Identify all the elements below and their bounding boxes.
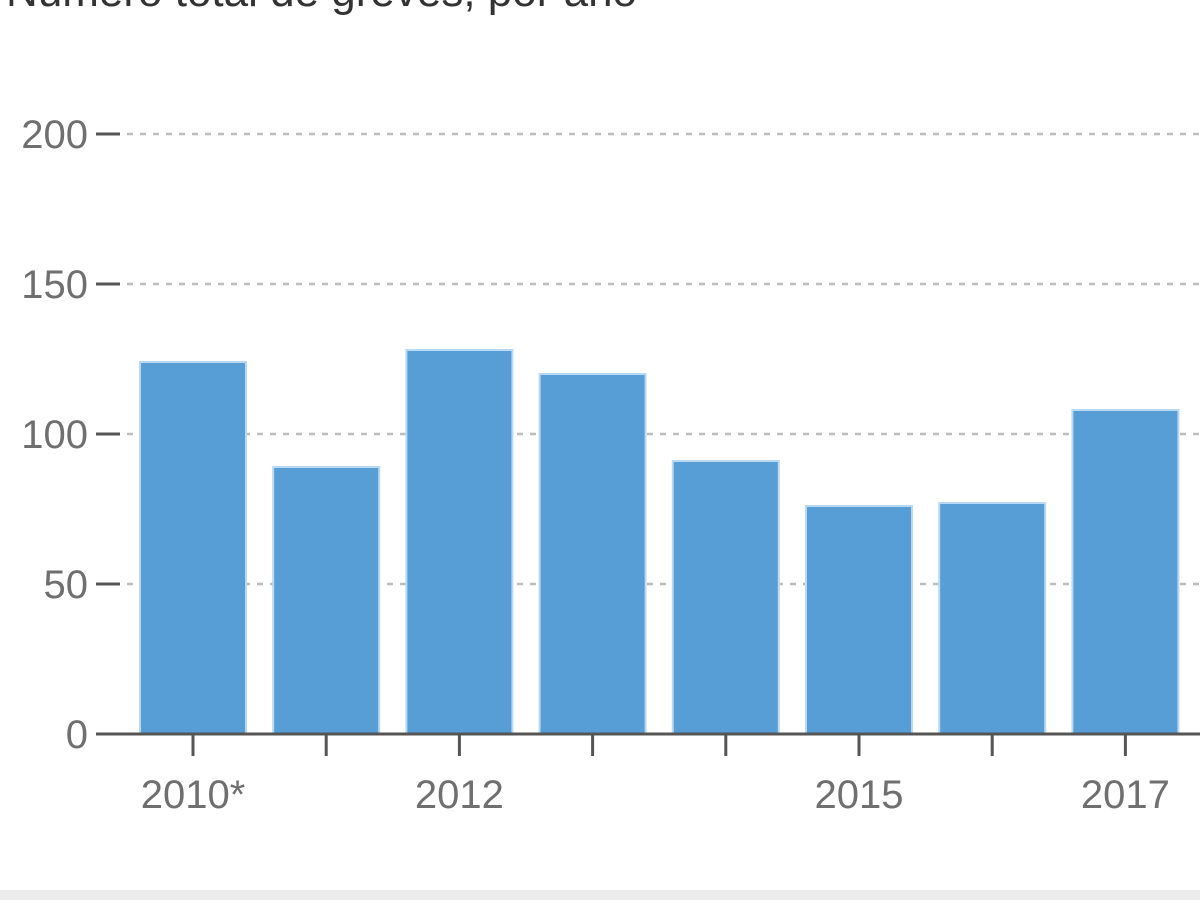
y-tick-label-150: 150 [21, 263, 88, 307]
x-tick-label-2015: 2015 [815, 773, 904, 817]
bar-2014 [671, 460, 780, 735]
bar-2017 [1071, 409, 1180, 735]
axes: 0 50 100 150 200 2010* 2012 2015 2017 [21, 113, 1200, 817]
x-tick-label-2010*: 2010* [141, 773, 246, 817]
footer-divider [0, 890, 1200, 900]
x-tick-label-2017: 2017 [1081, 773, 1170, 817]
y-tick-label-200: 200 [21, 113, 88, 157]
bars [139, 349, 1180, 735]
y-tick-label-0: 0 [66, 713, 88, 757]
bar-2013 [538, 373, 647, 735]
bar-2010* [139, 361, 247, 735]
bar-2012 [405, 349, 514, 735]
bar-2015 [805, 505, 913, 735]
bar-2016 [938, 502, 1047, 735]
chart-title: Número total de greves, por ano [6, 0, 637, 16]
gridlines [127, 132, 1200, 586]
x-tick-label-2012: 2012 [415, 773, 504, 817]
bar-2011 [272, 466, 381, 735]
y-tick-label-50: 50 [44, 563, 89, 607]
y-tick-label-100: 100 [21, 413, 88, 457]
